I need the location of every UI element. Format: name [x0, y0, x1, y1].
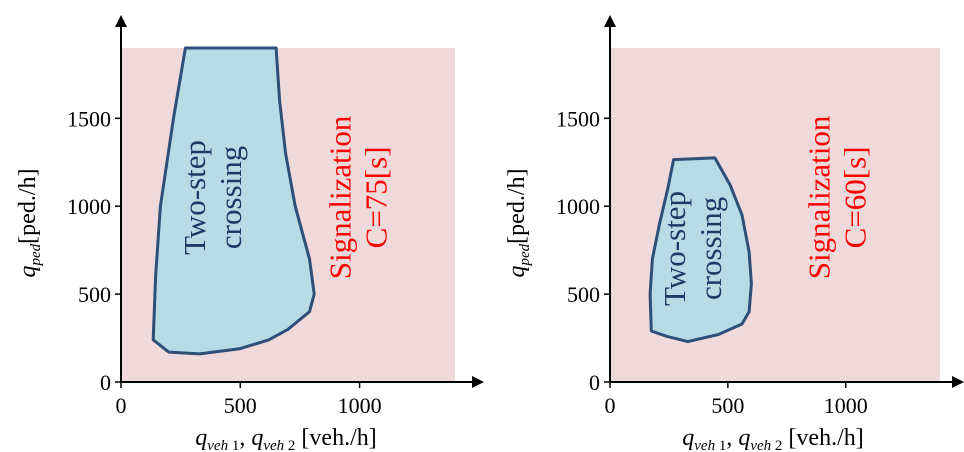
x-tick-label: 0	[605, 393, 616, 418]
x-label-x-sub2-n: 2	[771, 438, 782, 452]
chart-panel-1: 0 500 1000 0 500 1000 1500 Two-step crossing Sign…	[15, 15, 484, 452]
x-label-x-sub1: veh	[207, 438, 228, 452]
x-axis-arrow	[952, 376, 964, 388]
y-label-sub: ped	[28, 243, 44, 266]
y-tick-label: 1500	[67, 106, 111, 131]
y-tick-label: 1000	[67, 194, 111, 219]
y-label-unit: [ped./h]	[504, 169, 530, 244]
y-tick-label: 0	[100, 370, 111, 395]
chart-panel-2: 0 500 1000 0 500 1000 1500 Two-step crossing Sign…	[504, 15, 964, 452]
y-axis-label: qped[ped./h]	[504, 169, 533, 278]
x-tick-label: 500	[711, 393, 744, 418]
y-label-q: q	[15, 265, 41, 277]
y-axis-arrow	[115, 15, 127, 27]
signalization-label-line2: C=60[s]	[838, 146, 873, 248]
x-tick-label: 500	[224, 393, 257, 418]
x-label-x-q1: q	[682, 425, 694, 451]
two-step-label: Two-step crossing	[177, 140, 248, 255]
y-tick-label: 0	[589, 370, 600, 395]
y-tick-label: 1000	[556, 194, 600, 219]
x-label-x-q1: q	[195, 425, 207, 451]
x-axis-label: qveh 1, qveh 2 [veh./h]	[195, 425, 376, 452]
x-label-x-sub1: veh	[694, 438, 715, 452]
two-step-region	[648, 156, 753, 344]
x-label-x-sub1-n: 1	[228, 438, 239, 452]
y-tick-label: 500	[567, 282, 600, 307]
x-axis-arrow	[472, 376, 484, 388]
y-axis-label: qped[ped./h]	[15, 169, 44, 278]
y-axis-label-text: qped[ped./h]	[504, 169, 533, 278]
signalization-label: Signalization C=75[s]	[323, 115, 394, 279]
y-label-sub: ped	[517, 243, 533, 266]
signalization-label-line1: Signalization	[323, 115, 358, 279]
two-step-label-line2: crossing	[693, 197, 728, 300]
y-tick-label: 500	[78, 282, 111, 307]
x-axis-label: qveh 1, qveh 2 [veh./h]	[682, 425, 863, 452]
x-label-x-sub2: veh	[750, 438, 771, 452]
two-step-label-line1: Two-step	[657, 191, 692, 306]
y-label-unit: [ped./h]	[15, 169, 41, 244]
x-label-x-sub1-n: 1	[715, 438, 726, 452]
x-label-x-unit: [veh./h]	[295, 425, 376, 451]
y-label-q: q	[504, 265, 530, 277]
x-label-x-unit: [veh./h]	[782, 425, 863, 451]
two-step-label-line2: crossing	[213, 146, 248, 249]
x-tick-label: 1000	[338, 393, 382, 418]
signalization-label-line1: Signalization	[802, 115, 837, 279]
x-label-x-sub2: veh	[263, 438, 284, 452]
signalization-label-line2: C=75[s]	[359, 146, 394, 248]
x-label-x-q2: q	[251, 425, 263, 451]
signalization-label: Signalization C=60[s]	[802, 115, 873, 279]
x-label-x-q2: q	[738, 425, 750, 451]
x-tick-label: 0	[116, 393, 127, 418]
x-label-x-sub2-n: 2	[284, 438, 295, 452]
y-axis-label-text: qped[ped./h]	[15, 169, 44, 278]
x-label-x-comma: ,	[726, 425, 738, 451]
two-step-label: Two-step crossing	[657, 191, 728, 306]
two-step-label-line1: Two-step	[177, 140, 212, 255]
two-step-region	[151, 46, 316, 356]
x-label-x-comma: ,	[239, 425, 251, 451]
y-axis-arrow	[604, 15, 616, 27]
y-tick-label: 1500	[556, 106, 600, 131]
x-tick-label: 1000	[824, 393, 868, 418]
